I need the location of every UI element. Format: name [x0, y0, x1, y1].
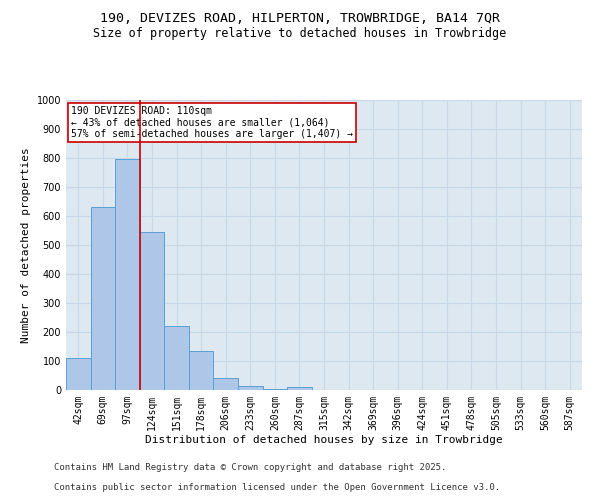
Y-axis label: Number of detached properties: Number of detached properties — [21, 147, 31, 343]
Bar — [238, 386, 263, 390]
Bar — [164, 326, 189, 390]
Bar — [140, 232, 164, 390]
Bar — [91, 208, 115, 390]
Bar — [214, 378, 238, 390]
Text: 190 DEVIZES ROAD: 110sqm
← 43% of detached houses are smaller (1,064)
57% of sem: 190 DEVIZES ROAD: 110sqm ← 43% of detach… — [71, 106, 353, 139]
Text: 190, DEVIZES ROAD, HILPERTON, TROWBRIDGE, BA14 7QR: 190, DEVIZES ROAD, HILPERTON, TROWBRIDGE… — [100, 12, 500, 26]
Text: Contains HM Land Registry data © Crown copyright and database right 2025.: Contains HM Land Registry data © Crown c… — [54, 464, 446, 472]
Bar — [263, 388, 287, 390]
Bar — [287, 387, 312, 390]
Bar — [189, 351, 214, 390]
Text: Size of property relative to detached houses in Trowbridge: Size of property relative to detached ho… — [94, 28, 506, 40]
Text: Distribution of detached houses by size in Trowbridge: Distribution of detached houses by size … — [145, 435, 503, 445]
Bar — [66, 358, 91, 390]
Text: Contains public sector information licensed under the Open Government Licence v3: Contains public sector information licen… — [54, 484, 500, 492]
Bar — [115, 160, 140, 390]
